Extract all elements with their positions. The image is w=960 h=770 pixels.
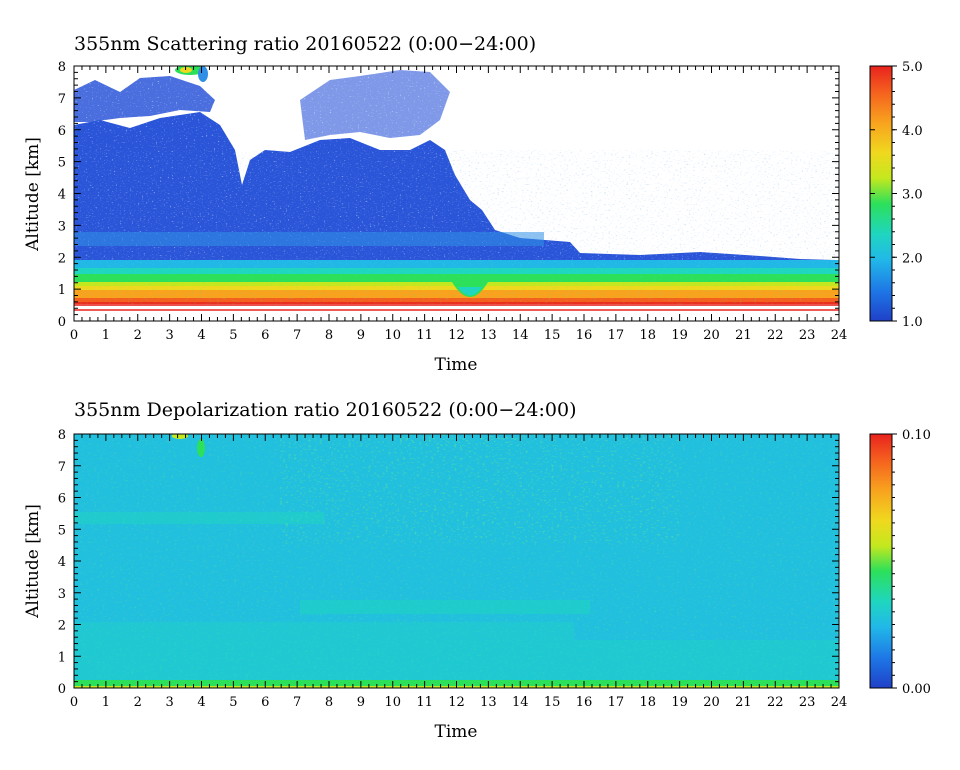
x-tick-label: 24 xyxy=(831,695,848,710)
x-tick-label: 0 xyxy=(70,328,78,343)
x-tick-label: 11 xyxy=(416,328,433,343)
x-tick-label: 3 xyxy=(165,328,173,343)
x-tick-label: 10 xyxy=(384,328,401,343)
x-axis-label: Time xyxy=(435,355,478,375)
x-tick-label: 2 xyxy=(134,328,142,343)
colorbar-tick-label: 4.0 xyxy=(902,124,923,139)
x-tick-label: 23 xyxy=(799,328,816,343)
x-tick-label: 17 xyxy=(608,328,625,343)
x-tick-label: 5 xyxy=(229,695,237,710)
y-tick-label: 8 xyxy=(58,428,66,443)
x-tick-label: 15 xyxy=(544,328,561,343)
colorbar-tick-label: 0.00 xyxy=(902,682,931,697)
y-tick-label: 8 xyxy=(58,60,66,75)
x-tick-label: 7 xyxy=(293,328,301,343)
x-tick-label: 11 xyxy=(416,695,433,710)
y-axis-label: Altitude [km] xyxy=(23,504,43,619)
y-axis-label: Altitude [km] xyxy=(23,137,43,252)
x-tick-label: 13 xyxy=(480,695,497,710)
colorbar-tick-label: 1.0 xyxy=(902,315,923,330)
y-tick-label: 6 xyxy=(58,492,66,507)
colorbar-gradient xyxy=(869,433,893,689)
x-tick-label: 7 xyxy=(293,695,301,710)
x-tick-label: 1 xyxy=(102,328,110,343)
x-tick-label: 21 xyxy=(735,328,752,343)
y-tick-label: 6 xyxy=(58,124,66,139)
x-tick-label: 24 xyxy=(831,328,848,343)
heatmap-field xyxy=(74,434,839,688)
y-tick-label: 4 xyxy=(58,555,66,570)
colorbar-tick-label: 3.0 xyxy=(902,188,923,203)
y-tick-label: 7 xyxy=(58,92,66,107)
depolarization-ratio-panel: 355nm Depolarization ratio 20160522 (0:0… xyxy=(23,399,931,742)
y-tick-label: 2 xyxy=(58,619,66,634)
y-tick-label: 0 xyxy=(58,315,66,330)
colorbar-tick-label: 0.10 xyxy=(902,428,931,443)
y-tick-label: 5 xyxy=(58,156,66,171)
chart-title: 355nm Depolarization ratio 20160522 (0:0… xyxy=(74,399,576,421)
x-tick-label: 4 xyxy=(197,328,205,343)
scattering-ratio-panel: 355nm Scattering ratio 20160522 (0:00−24… xyxy=(23,33,923,375)
x-tick-label: 14 xyxy=(512,328,529,343)
colorbar-ticks: 0.00 0.10 xyxy=(870,428,931,697)
x-tick-label: 16 xyxy=(576,328,593,343)
x-tick-label: 21 xyxy=(735,695,752,710)
x-tick-label: 23 xyxy=(799,695,816,710)
y-tick-label: 1 xyxy=(58,283,66,298)
chart-title: 355nm Scattering ratio 20160522 (0:00−24… xyxy=(74,33,536,55)
y-tick-label: 1 xyxy=(58,650,66,665)
y-tick-label: 2 xyxy=(58,251,66,266)
x-tick-label: 9 xyxy=(357,328,365,343)
x-tick-label: 8 xyxy=(325,695,333,710)
x-tick-label: 9 xyxy=(357,695,365,710)
x-tick-label: 15 xyxy=(544,695,561,710)
colorbar-ticks: 1.0 2.0 3.0 4.0 5.0 xyxy=(870,60,923,330)
y-axis: 0 1 2 3 4 5 6 7 8 xyxy=(58,60,839,330)
x-tick-label: 18 xyxy=(639,695,656,710)
y-tick-label: 7 xyxy=(58,460,66,475)
y-tick-label: 4 xyxy=(58,188,66,203)
colorbar: 1.0 2.0 3.0 4.0 5.0 xyxy=(869,60,923,330)
x-tick-label: 2 xyxy=(134,695,142,710)
y-tick-label: 3 xyxy=(58,219,66,234)
y-tick-label: 3 xyxy=(58,587,66,602)
x-tick-label: 20 xyxy=(703,328,720,343)
x-tick-label: 12 xyxy=(448,695,465,710)
x-tick-label: 17 xyxy=(608,695,625,710)
x-tick-label: 22 xyxy=(767,695,784,710)
x-axis-label: Time xyxy=(435,722,478,742)
x-tick-label: 18 xyxy=(639,328,656,343)
x-tick-label: 13 xyxy=(480,328,497,343)
x-axis: 0 1 2 3 4 5 6 7 8 9 10 11 12 13 14 15 16 17 18 19 20 21 22 23 24 xyxy=(70,434,847,710)
x-tick-label: 19 xyxy=(671,695,688,710)
x-tick-label: 14 xyxy=(512,695,529,710)
x-tick-label: 1 xyxy=(102,695,110,710)
y-tick-label: 5 xyxy=(58,523,66,538)
x-tick-label: 3 xyxy=(165,695,173,710)
colorbar: 0.00 0.10 xyxy=(869,428,931,697)
x-tick-label: 12 xyxy=(448,328,465,343)
x-tick-label: 19 xyxy=(671,328,688,343)
y-axis: 0 1 2 3 4 5 6 7 8 xyxy=(58,428,839,697)
x-axis: 0 1 2 3 4 5 6 7 8 9 10 11 12 13 14 15 16 17 18 19 20 21 22 23 24 xyxy=(70,66,847,343)
y-tick-label: 0 xyxy=(58,682,66,697)
x-tick-label: 22 xyxy=(767,328,784,343)
colorbar-tick-label: 2.0 xyxy=(902,251,923,266)
x-tick-label: 6 xyxy=(261,695,269,710)
x-tick-label: 16 xyxy=(576,695,593,710)
x-tick-label: 10 xyxy=(384,695,401,710)
x-tick-label: 8 xyxy=(325,328,333,343)
x-tick-label: 0 xyxy=(70,695,78,710)
x-tick-label: 5 xyxy=(229,328,237,343)
x-tick-label: 4 xyxy=(197,695,205,710)
heatmap-field xyxy=(74,66,839,321)
x-tick-label: 6 xyxy=(261,328,269,343)
x-tick-label: 20 xyxy=(703,695,720,710)
colorbar-tick-label: 5.0 xyxy=(902,60,923,75)
